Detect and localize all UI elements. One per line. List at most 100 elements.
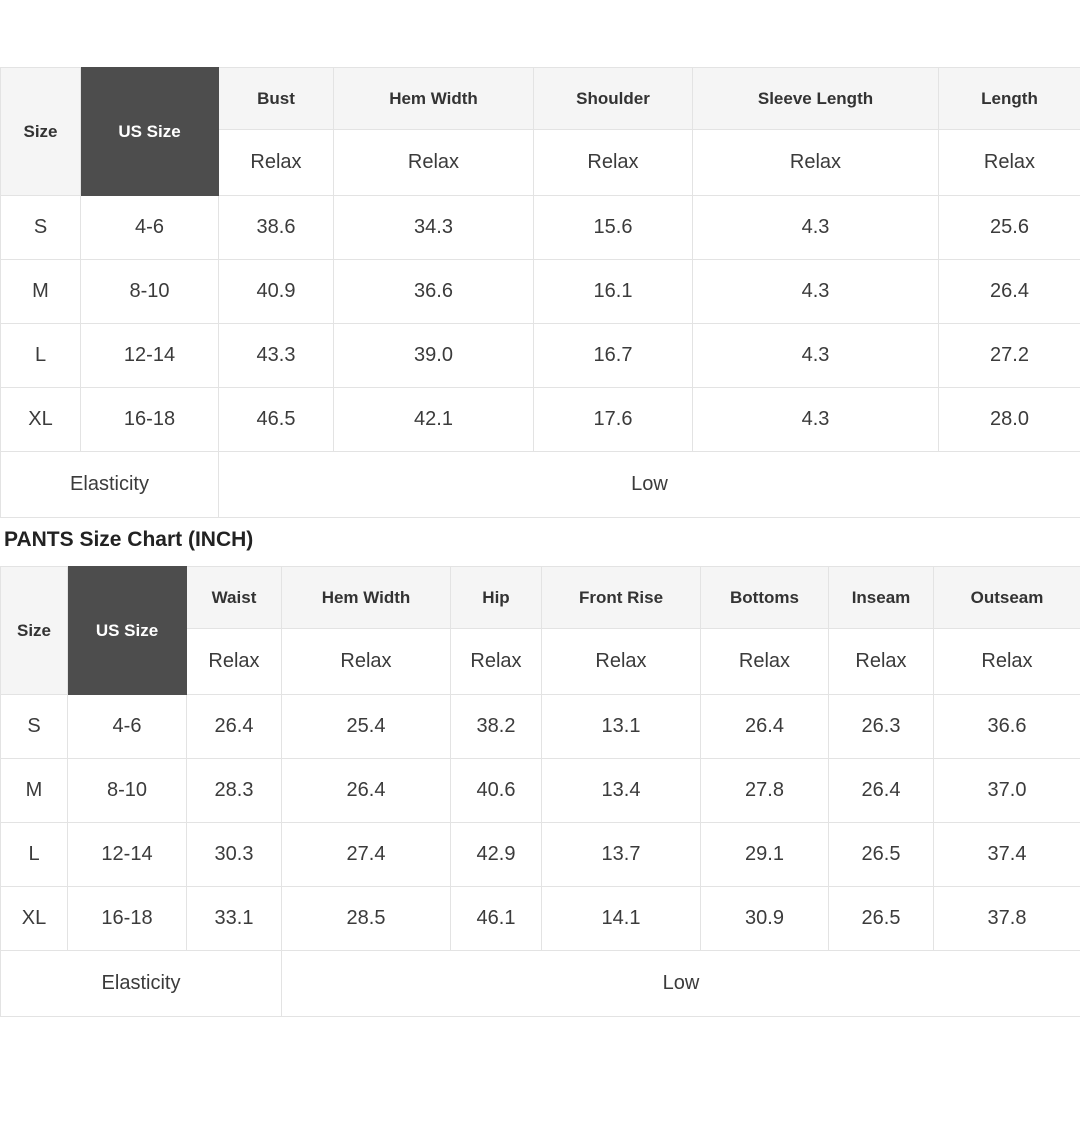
tops-fit-cell: Relax [939, 130, 1080, 196]
measurement-cell: 26.4 [939, 260, 1080, 324]
measurement-cell: 25.4 [282, 695, 451, 759]
measurement-cell: 37.8 [934, 887, 1080, 951]
size-label-cell: XL [1, 388, 81, 452]
pants-us-size-column-header: US Size [68, 567, 187, 695]
tops-header-row: Size US Size Bust Hem Width Shoulder Sle… [1, 68, 1080, 130]
pants-header-row: Size US Size Waist Hem Width Hip Front R… [1, 567, 1080, 629]
tops-size-column-header: Size [1, 68, 81, 196]
measurement-cell: 29.1 [701, 823, 829, 887]
tops-column-header-shoulder: Shoulder [534, 68, 693, 130]
measurement-cell: 39.0 [334, 324, 534, 388]
elasticity-label-cell: Elasticity [1, 452, 219, 518]
size-label-cell: M [1, 260, 81, 324]
measurement-cell: 26.4 [187, 695, 282, 759]
measurement-cell: 27.2 [939, 324, 1080, 388]
tops-row-l: L 12-14 43.3 39.0 16.7 4.3 27.2 [1, 324, 1080, 388]
us-size-cell: 16-18 [68, 887, 187, 951]
pants-column-header-inseam: Inseam [829, 567, 934, 629]
measurement-cell: 37.0 [934, 759, 1080, 823]
pants-fit-cell: Relax [451, 629, 542, 695]
pants-column-header-bottoms: Bottoms [701, 567, 829, 629]
measurement-cell: 4.3 [693, 388, 939, 452]
measurement-cell: 4.3 [693, 260, 939, 324]
measurement-cell: 13.1 [542, 695, 701, 759]
measurement-cell: 28.5 [282, 887, 451, 951]
pants-size-column-header: Size [1, 567, 68, 695]
pants-column-header-waist: Waist [187, 567, 282, 629]
pants-fit-cell: Relax [187, 629, 282, 695]
tops-fit-cell: Relax [534, 130, 693, 196]
tops-us-size-column-header: US Size [81, 68, 219, 196]
tops-fit-cell: Relax [334, 130, 534, 196]
measurement-cell: 25.6 [939, 196, 1080, 260]
us-size-cell: 4-6 [68, 695, 187, 759]
us-size-cell: 12-14 [68, 823, 187, 887]
measurement-cell: 15.6 [534, 196, 693, 260]
measurement-cell: 37.4 [934, 823, 1080, 887]
measurement-cell: 16.7 [534, 324, 693, 388]
pants-row-xl: XL 16-18 33.1 28.5 46.1 14.1 30.9 26.5 3… [1, 887, 1080, 951]
pants-fit-cell: Relax [701, 629, 829, 695]
measurement-cell: 27.4 [282, 823, 451, 887]
pants-column-header-outseam: Outseam [934, 567, 1080, 629]
measurement-cell: 16.1 [534, 260, 693, 324]
measurement-cell: 42.9 [451, 823, 542, 887]
pants-row-l: L 12-14 30.3 27.4 42.9 13.7 29.1 26.5 37… [1, 823, 1080, 887]
size-label-cell: M [1, 759, 68, 823]
measurement-cell: 34.3 [334, 196, 534, 260]
size-label-cell: S [1, 695, 68, 759]
size-label-cell: L [1, 324, 81, 388]
measurement-cell: 13.7 [542, 823, 701, 887]
measurement-cell: 30.9 [701, 887, 829, 951]
tops-row-xl: XL 16-18 46.5 42.1 17.6 4.3 28.0 [1, 388, 1080, 452]
measurement-cell: 30.3 [187, 823, 282, 887]
us-size-cell: 12-14 [81, 324, 219, 388]
size-label-cell: XL [1, 887, 68, 951]
measurement-cell: 40.6 [451, 759, 542, 823]
measurement-cell: 4.3 [693, 196, 939, 260]
pants-column-header-hem-width: Hem Width [282, 567, 451, 629]
pants-fit-cell: Relax [829, 629, 934, 695]
pants-fit-cell: Relax [934, 629, 1080, 695]
tops-column-header-length: Length [939, 68, 1080, 130]
elasticity-value-cell: Low [219, 452, 1080, 518]
measurement-cell: 46.1 [451, 887, 542, 951]
measurement-cell: 46.5 [219, 388, 334, 452]
pants-size-table: Size US Size Waist Hem Width Hip Front R… [0, 566, 1080, 1017]
measurement-cell: 38.2 [451, 695, 542, 759]
measurement-cell: 17.6 [534, 388, 693, 452]
pants-fit-cell: Relax [542, 629, 701, 695]
pants-row-m: M 8-10 28.3 26.4 40.6 13.4 27.8 26.4 37.… [1, 759, 1080, 823]
size-chart-page: Size US Size Bust Hem Width Shoulder Sle… [0, 67, 1080, 1147]
pants-section-title: PANTS Size Chart (INCH) [0, 518, 1080, 566]
tops-column-header-sleeve-length: Sleeve Length [693, 68, 939, 130]
us-size-cell: 16-18 [81, 388, 219, 452]
measurement-cell: 43.3 [219, 324, 334, 388]
measurement-cell: 36.6 [334, 260, 534, 324]
measurement-cell: 28.3 [187, 759, 282, 823]
measurement-cell: 40.9 [219, 260, 334, 324]
tops-fit-cell: Relax [693, 130, 939, 196]
measurement-cell: 26.5 [829, 887, 934, 951]
measurement-cell: 14.1 [542, 887, 701, 951]
measurement-cell: 27.8 [701, 759, 829, 823]
measurement-cell: 36.6 [934, 695, 1080, 759]
us-size-cell: 8-10 [68, 759, 187, 823]
measurement-cell: 28.0 [939, 388, 1080, 452]
measurement-cell: 38.6 [219, 196, 334, 260]
tops-column-header-hem-width: Hem Width [334, 68, 534, 130]
measurement-cell: 26.5 [829, 823, 934, 887]
tops-fit-cell: Relax [219, 130, 334, 196]
tops-size-table: Size US Size Bust Hem Width Shoulder Sle… [0, 67, 1080, 518]
measurement-cell: 26.4 [282, 759, 451, 823]
measurement-cell: 26.4 [829, 759, 934, 823]
us-size-cell: 4-6 [81, 196, 219, 260]
measurement-cell: 13.4 [542, 759, 701, 823]
measurement-cell: 33.1 [187, 887, 282, 951]
measurement-cell: 26.4 [701, 695, 829, 759]
measurement-cell: 26.3 [829, 695, 934, 759]
pants-row-s: S 4-6 26.4 25.4 38.2 13.1 26.4 26.3 36.6 [1, 695, 1080, 759]
elasticity-value-cell: Low [282, 951, 1080, 1017]
tops-elasticity-row: Elasticity Low [1, 452, 1080, 518]
measurement-cell: 4.3 [693, 324, 939, 388]
